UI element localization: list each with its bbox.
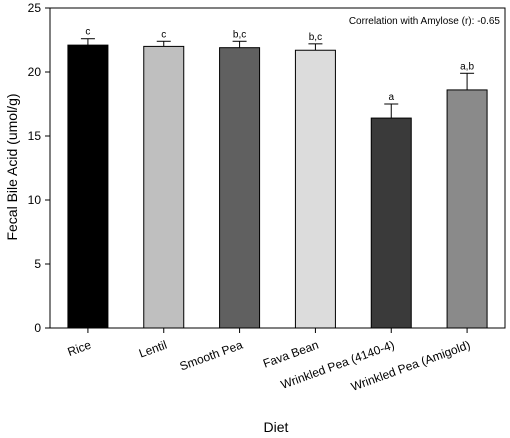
y-tick-label: 15 [28, 129, 42, 143]
significance-label: b,c [309, 32, 322, 43]
bar [446, 89, 488, 329]
y-axis-title: Fecal Bile Acid (umol/g) [4, 93, 20, 240]
x-axis-title: Diet [264, 419, 289, 435]
significance-label: c [85, 27, 90, 38]
y-tick-label: 5 [34, 257, 41, 271]
y-tick-label: 0 [34, 321, 41, 335]
x-tick-label: Smooth Pea [178, 338, 245, 374]
bar [219, 47, 261, 329]
y-tick-label: 25 [28, 1, 42, 15]
significance-label: a,b [460, 61, 474, 72]
bar [67, 44, 109, 329]
plot-frame [49, 7, 506, 329]
bar [370, 117, 412, 329]
significance-label: c [161, 29, 166, 40]
significance-label: b,c [233, 29, 246, 40]
y-tick-label: 20 [28, 65, 42, 79]
y-tick-label: 10 [28, 193, 42, 207]
bar [143, 45, 185, 329]
x-tick-label: Rice [66, 338, 94, 359]
significance-label: a [388, 92, 394, 103]
bars-layer: c c b,c b,c a a,b [67, 27, 488, 329]
correlation-annotation: Correlation with Amylose (r): -0.65 [349, 16, 501, 27]
x-tick-label: Lentil [137, 338, 169, 361]
bar [294, 49, 336, 329]
